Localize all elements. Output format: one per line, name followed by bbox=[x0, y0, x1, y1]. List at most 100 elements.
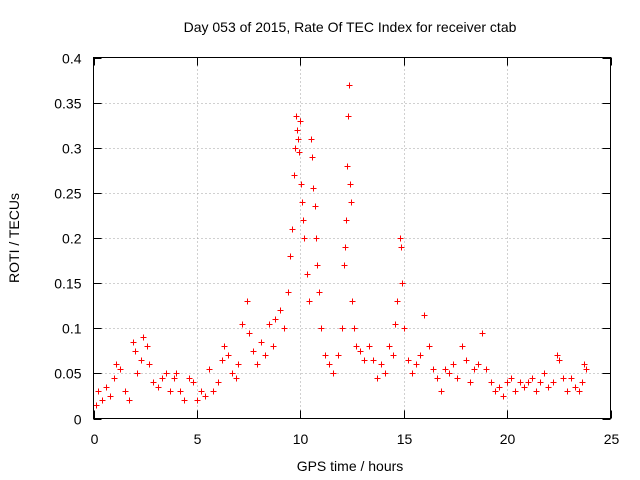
chart-title: Day 053 of 2015, Rate Of TEC Index for r… bbox=[184, 19, 517, 35]
data-point bbox=[545, 384, 552, 391]
data-point bbox=[349, 298, 356, 305]
data-point bbox=[488, 379, 495, 386]
y-tick-label: 0.3 bbox=[62, 141, 82, 157]
plot-frame bbox=[93, 57, 611, 419]
data-point bbox=[298, 181, 305, 188]
data-point bbox=[246, 330, 253, 337]
data-point bbox=[479, 330, 486, 337]
tick-marks bbox=[93, 57, 612, 420]
data-point bbox=[308, 136, 315, 143]
data-point bbox=[394, 298, 401, 305]
data-point bbox=[126, 397, 133, 404]
data-point bbox=[533, 388, 540, 395]
data-point bbox=[155, 384, 162, 391]
data-point bbox=[392, 321, 399, 328]
data-point bbox=[579, 379, 586, 386]
data-point bbox=[312, 203, 319, 210]
data-point bbox=[150, 379, 157, 386]
data-point bbox=[529, 375, 536, 382]
data-point bbox=[313, 235, 320, 242]
data-point bbox=[262, 352, 269, 359]
data-point bbox=[198, 388, 205, 395]
data-point bbox=[521, 384, 528, 391]
x-axis-label: GPS time / hours bbox=[297, 458, 404, 474]
data-point bbox=[293, 113, 300, 120]
data-point bbox=[341, 262, 348, 269]
x-tick-label: 15 bbox=[397, 431, 413, 447]
data-point bbox=[399, 280, 406, 287]
data-point bbox=[390, 352, 397, 359]
data-point bbox=[122, 388, 129, 395]
data-point bbox=[564, 388, 571, 395]
data-point bbox=[322, 352, 329, 359]
y-tick-labels: 0 0.05 0.1 0.15 0.2 0.25 0.3 0.35 0.4 bbox=[54, 51, 81, 428]
data-point bbox=[258, 339, 265, 346]
data-point bbox=[554, 352, 561, 359]
data-point bbox=[244, 298, 251, 305]
data-point bbox=[556, 357, 563, 364]
data-point bbox=[430, 366, 437, 373]
data-point bbox=[345, 113, 352, 120]
y-tick-label: 0.1 bbox=[62, 321, 82, 337]
data-point bbox=[103, 384, 110, 391]
data-point bbox=[335, 352, 342, 359]
y-tick-label: 0.35 bbox=[54, 96, 81, 112]
y-tick-label: 0.05 bbox=[54, 366, 81, 382]
data-point bbox=[434, 375, 441, 382]
data-point bbox=[346, 82, 353, 89]
data-point bbox=[417, 352, 424, 359]
data-point bbox=[301, 235, 308, 242]
data-point bbox=[186, 375, 193, 382]
data-point bbox=[326, 361, 333, 368]
data-point bbox=[272, 316, 279, 323]
grid-layer bbox=[93, 57, 611, 419]
data-point bbox=[219, 357, 226, 364]
data-point bbox=[295, 136, 302, 143]
x-tick-label: 25 bbox=[604, 431, 620, 447]
data-point bbox=[173, 370, 180, 377]
data-point bbox=[401, 325, 408, 332]
data-point bbox=[314, 262, 321, 269]
data-point bbox=[296, 149, 303, 156]
data-point bbox=[378, 361, 385, 368]
data-point bbox=[171, 375, 178, 382]
data-point bbox=[202, 393, 209, 400]
data-point bbox=[281, 325, 288, 332]
data-point bbox=[382, 370, 389, 377]
data-point bbox=[576, 388, 583, 395]
data-point bbox=[117, 366, 124, 373]
y-tick-label: 0.4 bbox=[62, 51, 82, 67]
data-point bbox=[225, 352, 232, 359]
data-point bbox=[583, 366, 590, 373]
data-point bbox=[206, 366, 213, 373]
y-tick-label: 0.15 bbox=[54, 276, 81, 292]
data-point bbox=[309, 154, 316, 161]
data-point bbox=[181, 397, 188, 404]
data-point bbox=[475, 361, 482, 368]
data-point bbox=[270, 343, 277, 350]
data-point bbox=[450, 361, 457, 368]
data-points bbox=[93, 82, 590, 409]
data-point bbox=[541, 370, 548, 377]
x-tick-label: 5 bbox=[194, 431, 202, 447]
data-point bbox=[454, 375, 461, 382]
data-point bbox=[93, 402, 100, 409]
data-point bbox=[405, 357, 412, 364]
data-point bbox=[343, 217, 350, 224]
data-point bbox=[134, 370, 141, 377]
data-point bbox=[537, 379, 544, 386]
data-point bbox=[235, 361, 242, 368]
data-point bbox=[194, 397, 201, 404]
data-point bbox=[297, 118, 304, 125]
data-point bbox=[463, 357, 470, 364]
data-point bbox=[130, 339, 137, 346]
data-point bbox=[113, 361, 120, 368]
data-point bbox=[374, 375, 381, 382]
data-point bbox=[492, 388, 499, 395]
data-point bbox=[550, 379, 557, 386]
data-point bbox=[190, 379, 197, 386]
data-point bbox=[229, 370, 236, 377]
data-point bbox=[357, 348, 364, 355]
y-axis-label: ROTI / TECUs bbox=[6, 193, 22, 283]
